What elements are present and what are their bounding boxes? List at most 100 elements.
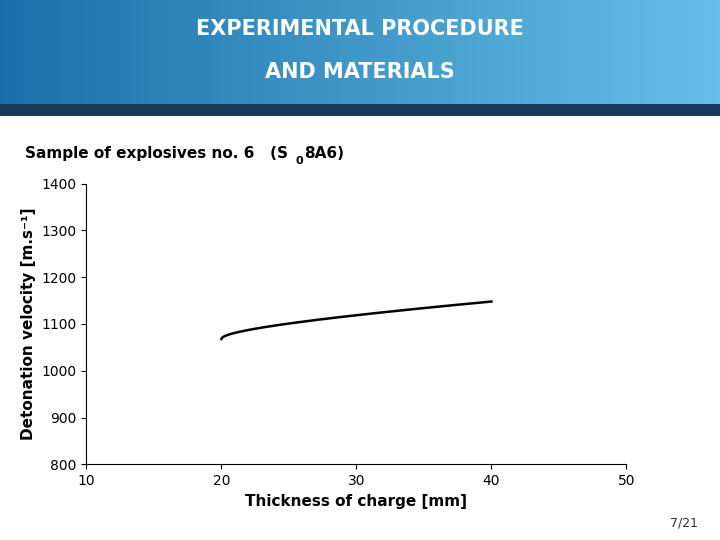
Bar [379,0,382,107]
Bar [675,0,678,107]
Bar [389,0,392,107]
Bar [192,0,195,107]
Bar [593,0,596,107]
Bar [72,0,75,107]
Bar [261,0,265,107]
Bar [614,0,618,107]
Bar [391,0,395,107]
Text: 8A6): 8A6) [304,146,344,161]
Bar [441,0,445,107]
Bar [528,0,531,107]
Bar [398,0,402,107]
Bar [55,0,58,107]
Bar [672,0,675,107]
Bar [662,0,665,107]
Bar [355,0,359,107]
Bar [50,0,53,107]
Bar [60,0,63,107]
Bar [137,0,140,107]
Bar [9,0,13,107]
Bar [338,0,341,107]
Bar [106,0,109,107]
Bar [394,0,397,107]
Bar [207,0,210,107]
Bar [300,0,303,107]
Bar [358,0,361,107]
Bar [557,0,560,107]
Bar [333,0,337,107]
Bar [461,0,464,107]
Bar [643,0,647,107]
Bar [171,0,174,107]
Bar [513,0,517,107]
Bar [283,0,287,107]
Bar [610,0,613,107]
Bar [590,0,593,107]
Bar [535,0,539,107]
Bar [446,0,449,107]
Bar [130,0,132,107]
Bar [5,0,8,107]
Bar [382,0,384,107]
Bar [415,0,418,107]
Bar [41,0,44,107]
Bar [718,0,720,107]
Bar [624,0,627,107]
Bar [538,0,541,107]
Bar [499,0,503,107]
Bar [626,0,629,107]
Bar [214,0,217,107]
Bar [108,0,111,107]
Bar [276,0,279,107]
Bar [302,0,305,107]
Bar [420,0,423,107]
Bar [45,0,49,107]
Bar [434,0,438,107]
Bar [516,0,519,107]
Bar [655,0,658,107]
Bar [58,0,60,107]
Bar [686,0,690,107]
Bar [475,0,478,107]
Bar [235,0,238,107]
Bar [578,0,582,107]
Bar [603,0,606,107]
Bar [646,0,649,107]
Bar [365,0,368,107]
Bar [168,0,171,107]
Bar [209,0,212,107]
Bar [713,0,716,107]
Bar [677,0,680,107]
Bar [223,0,226,107]
Bar [518,0,521,107]
Bar [259,0,262,107]
Bar [598,0,600,107]
Bar [79,0,82,107]
Bar [600,0,603,107]
Bar [24,0,27,107]
Bar [34,0,37,107]
Bar [444,0,447,107]
Bar [449,0,452,107]
Bar [367,0,370,107]
Bar [377,0,380,107]
Bar [408,0,411,107]
Bar [341,0,344,107]
Bar [588,0,591,107]
Bar [336,0,339,107]
Bar [243,0,246,107]
Bar [706,0,708,107]
Bar [569,0,572,107]
Bar [63,0,66,107]
Bar [384,0,387,107]
Bar [120,0,123,107]
Bar [70,0,73,107]
Bar [619,0,622,107]
Bar [540,0,543,107]
Text: 7/21: 7/21 [670,516,698,529]
Bar [468,0,471,107]
Text: Sample of explosives no. 6   (S: Sample of explosives no. 6 (S [25,146,288,161]
Bar [545,0,548,107]
Bar [432,0,435,107]
Bar [531,0,534,107]
